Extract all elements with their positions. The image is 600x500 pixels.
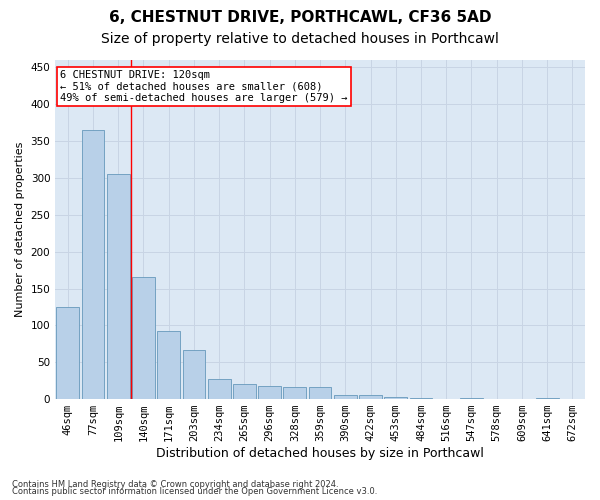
Bar (536, 398, 559, 399)
Bar (182, 350, 205, 399)
Bar (132, 278, 155, 399)
Bar (82, 130, 104, 399)
Bar (157, 332, 180, 399)
Text: 6 CHESTNUT DRIVE: 120sqm
← 51% of detached houses are smaller (608)
49% of semi-: 6 CHESTNUT DRIVE: 120sqm ← 51% of detach… (61, 70, 348, 103)
Text: 6, CHESTNUT DRIVE, PORTHCAWL, CF36 5AD: 6, CHESTNUT DRIVE, PORTHCAWL, CF36 5AD (109, 10, 491, 25)
Bar (283, 386, 306, 399)
X-axis label: Distribution of detached houses by size in Porthcawl: Distribution of detached houses by size … (156, 447, 484, 460)
Bar (410, 398, 433, 399)
Bar (107, 174, 130, 399)
Bar (56, 307, 79, 399)
Bar (359, 396, 382, 399)
Text: Contains public sector information licensed under the Open Government Licence v3: Contains public sector information licen… (12, 487, 377, 496)
Bar (233, 384, 256, 399)
Bar (208, 379, 230, 399)
Text: Contains HM Land Registry data © Crown copyright and database right 2024.: Contains HM Land Registry data © Crown c… (12, 480, 338, 489)
Bar (385, 397, 407, 399)
Bar (334, 396, 356, 399)
Y-axis label: Number of detached properties: Number of detached properties (15, 142, 25, 317)
Bar (309, 386, 331, 399)
Bar (460, 398, 483, 399)
Bar (258, 386, 281, 399)
Text: Size of property relative to detached houses in Porthcawl: Size of property relative to detached ho… (101, 32, 499, 46)
